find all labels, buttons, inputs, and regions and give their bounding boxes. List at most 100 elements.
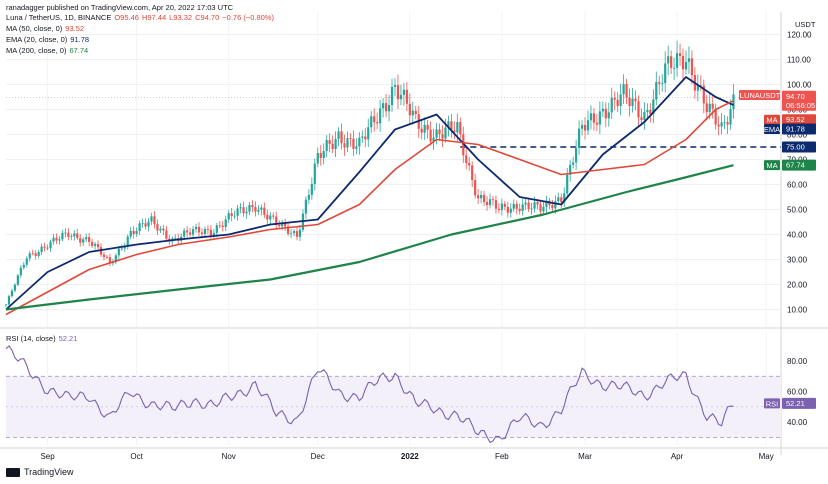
candle-body (634, 98, 637, 102)
ema20-badge (782, 123, 816, 135)
candle-body (352, 138, 355, 149)
candle-body (494, 200, 498, 209)
price-tick-label: 40.00 (787, 231, 808, 240)
candle-body (732, 94, 735, 110)
candle-body (512, 203, 515, 209)
legend-change: −0.76 (−0.80%) (222, 13, 274, 22)
candle-body (521, 204, 524, 211)
candle-body (530, 208, 533, 210)
candle-body (10, 290, 14, 297)
candle-body (664, 63, 667, 84)
candle-body (91, 241, 94, 246)
publisher-line: ranadagger published on TradingView.com,… (6, 3, 234, 12)
legend-ma200-label: MA (200, close, 0) (6, 46, 67, 55)
candle-body (717, 124, 720, 127)
candle-body (687, 58, 691, 62)
legend-ma50-label: MA (50, close, 0) (6, 24, 63, 33)
candle-body (720, 122, 723, 127)
candle-body (236, 208, 239, 216)
legend-ma50-row: MA (50, close, 0) 93.52 (6, 24, 87, 33)
candle-body (114, 255, 117, 263)
ma50-line (5, 99, 734, 316)
candle-body (43, 246, 46, 248)
rsi-legend-row: RSI (14, close) 52.21 (6, 334, 80, 343)
candle-body (566, 174, 569, 194)
candle-body (468, 162, 471, 166)
candle-body (272, 215, 275, 217)
candle-body (186, 230, 189, 233)
time-tick-label: 2022 (401, 452, 419, 461)
candle-body (340, 131, 343, 144)
ma50-badge-tag (764, 114, 780, 125)
rsi-tick-label: 60.00 (787, 388, 808, 397)
rsi-tick-label: 40.00 (787, 418, 808, 427)
rsi-tick-label: 80.00 (787, 357, 808, 366)
candle-body (144, 223, 147, 227)
candle-body (64, 232, 67, 234)
tradingview-logo-text: TradingView (24, 467, 74, 477)
candle-body (625, 84, 628, 98)
candle-body (61, 232, 64, 240)
candle-body (622, 84, 625, 95)
tradingview-logo-icon (6, 467, 20, 477)
candle-body (601, 108, 604, 112)
candle-body (254, 207, 257, 212)
candle-body (723, 122, 726, 123)
candle-body (649, 110, 652, 114)
candle-body (162, 228, 165, 231)
price-tick-label: 50.00 (787, 206, 808, 215)
time-tick-label: May (759, 452, 774, 461)
rsi-legend-label: RSI (14, close) (6, 334, 56, 343)
candle-body (88, 237, 91, 242)
candle-body (304, 199, 308, 214)
candle-body (595, 122, 599, 125)
candle-body (358, 137, 361, 147)
ma50-badge (782, 114, 816, 126)
candle-body (640, 117, 643, 121)
candle-body (331, 143, 334, 150)
candle-body (46, 247, 49, 249)
candle-body (159, 228, 162, 231)
candle-body (405, 89, 408, 104)
rsi-badge-tag-text: RSI (766, 399, 779, 408)
candle-body (70, 236, 73, 238)
candle-body (379, 108, 382, 124)
ma50-badge-tag-text: MA (766, 116, 777, 125)
candle-body (384, 103, 388, 112)
legend-ma200-value: 67.74 (69, 46, 89, 55)
candle-body (16, 275, 19, 285)
candle-body (191, 229, 195, 235)
candle-body (132, 230, 135, 235)
candle-body (248, 204, 251, 212)
rsi-pane-grid (6, 375, 781, 438)
candle-body (275, 216, 278, 225)
candle-body (563, 193, 566, 203)
candle-body (429, 129, 432, 142)
rsi-legend-value: 52.21 (58, 334, 78, 343)
candle-body (690, 58, 694, 76)
candle-body (221, 225, 224, 228)
candle-body (643, 112, 646, 121)
candle-body (25, 258, 28, 265)
candle-body (141, 223, 144, 225)
candle-body (432, 137, 435, 142)
candle-body (200, 232, 204, 234)
candle-body (58, 239, 61, 241)
candle-body (22, 264, 25, 268)
candle-body (183, 230, 186, 237)
candle-body (215, 225, 218, 233)
candle-body (260, 207, 263, 210)
candle-body (373, 116, 376, 123)
time-tick-label: Feb (495, 452, 509, 461)
candle-body (153, 216, 156, 225)
candle-body (441, 134, 444, 139)
candle-body (34, 253, 37, 256)
candle-body (459, 122, 462, 135)
candle-body (667, 56, 670, 64)
candle-body (471, 165, 474, 181)
candle-body (438, 129, 441, 135)
candle-body (607, 112, 610, 119)
candle-body (423, 124, 426, 133)
candle-body (613, 97, 616, 100)
